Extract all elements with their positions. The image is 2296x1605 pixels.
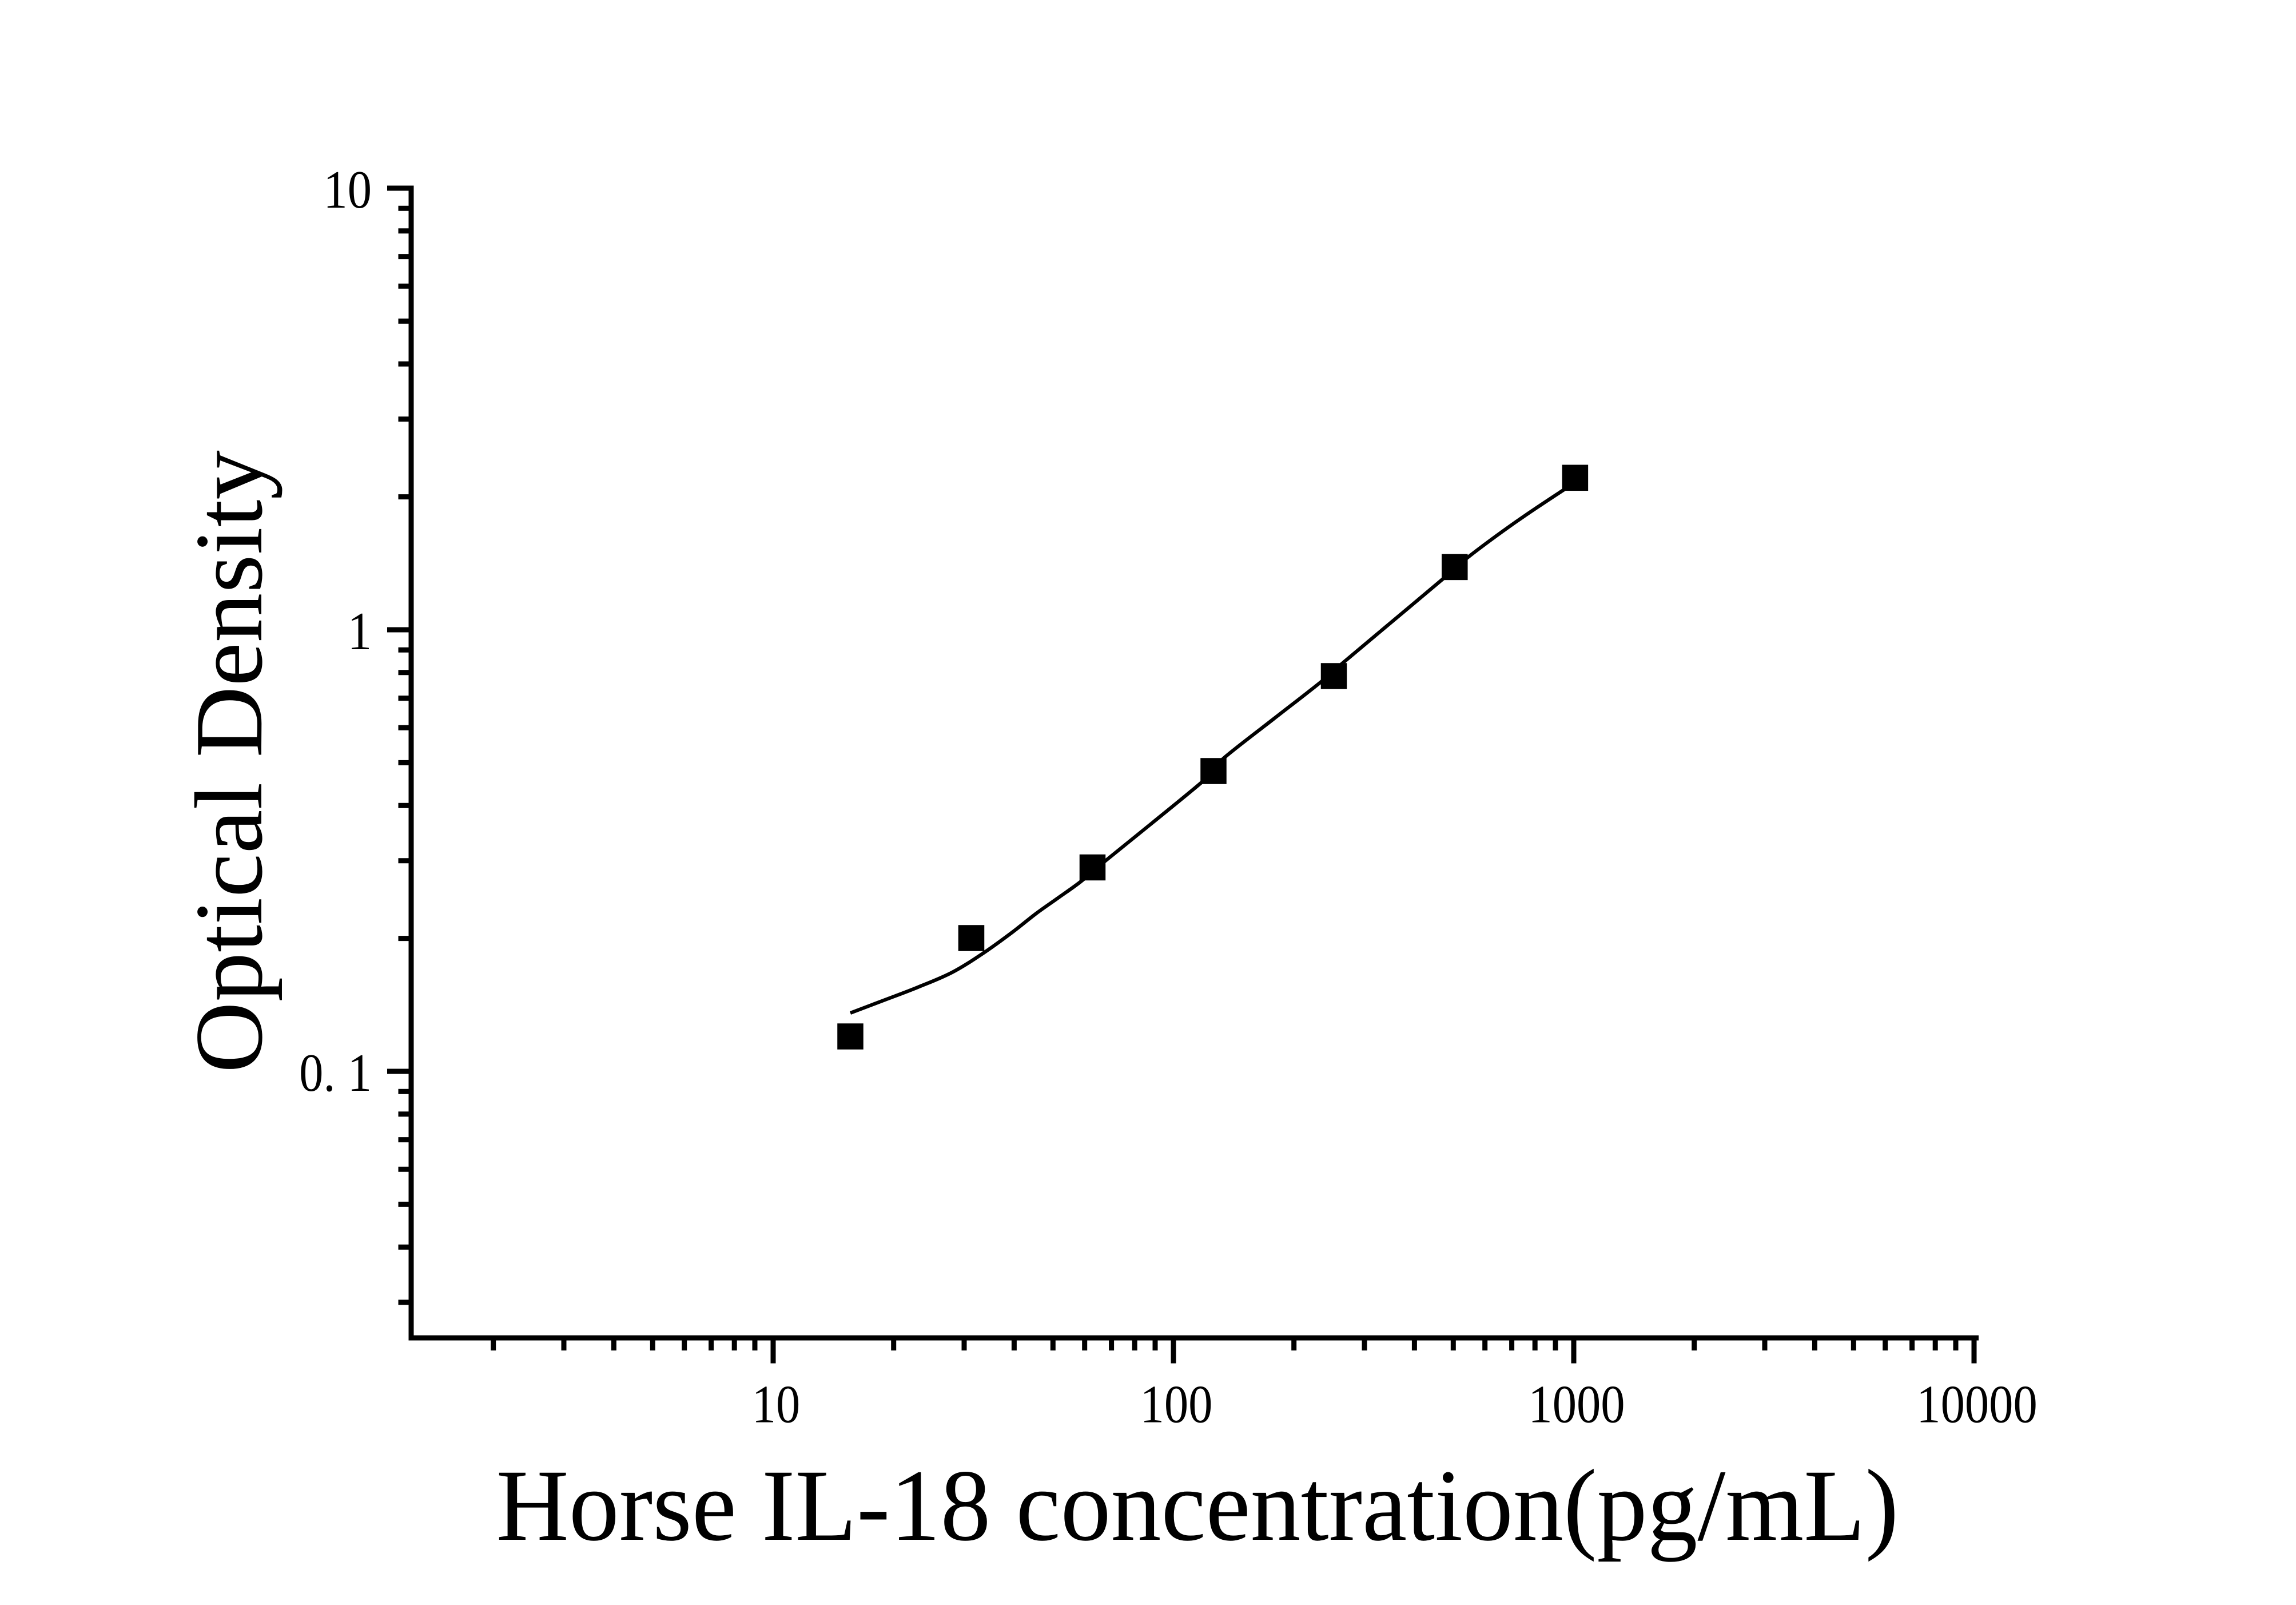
svg-text:10: 10 bbox=[323, 160, 372, 220]
svg-text:100: 100 bbox=[1140, 1374, 1213, 1434]
svg-text:1: 1 bbox=[348, 602, 372, 661]
svg-text:Optical Density: Optical Density bbox=[176, 450, 283, 1073]
svg-text:10: 10 bbox=[752, 1374, 801, 1434]
svg-text:10000: 10000 bbox=[1916, 1374, 2037, 1434]
svg-text:Horse IL-18 concentration(pg/m: Horse IL-18 concentration(pg/mL) bbox=[496, 1449, 1899, 1563]
svg-text:1000: 1000 bbox=[1528, 1374, 1625, 1434]
svg-text:0. 1: 0. 1 bbox=[299, 1043, 372, 1103]
